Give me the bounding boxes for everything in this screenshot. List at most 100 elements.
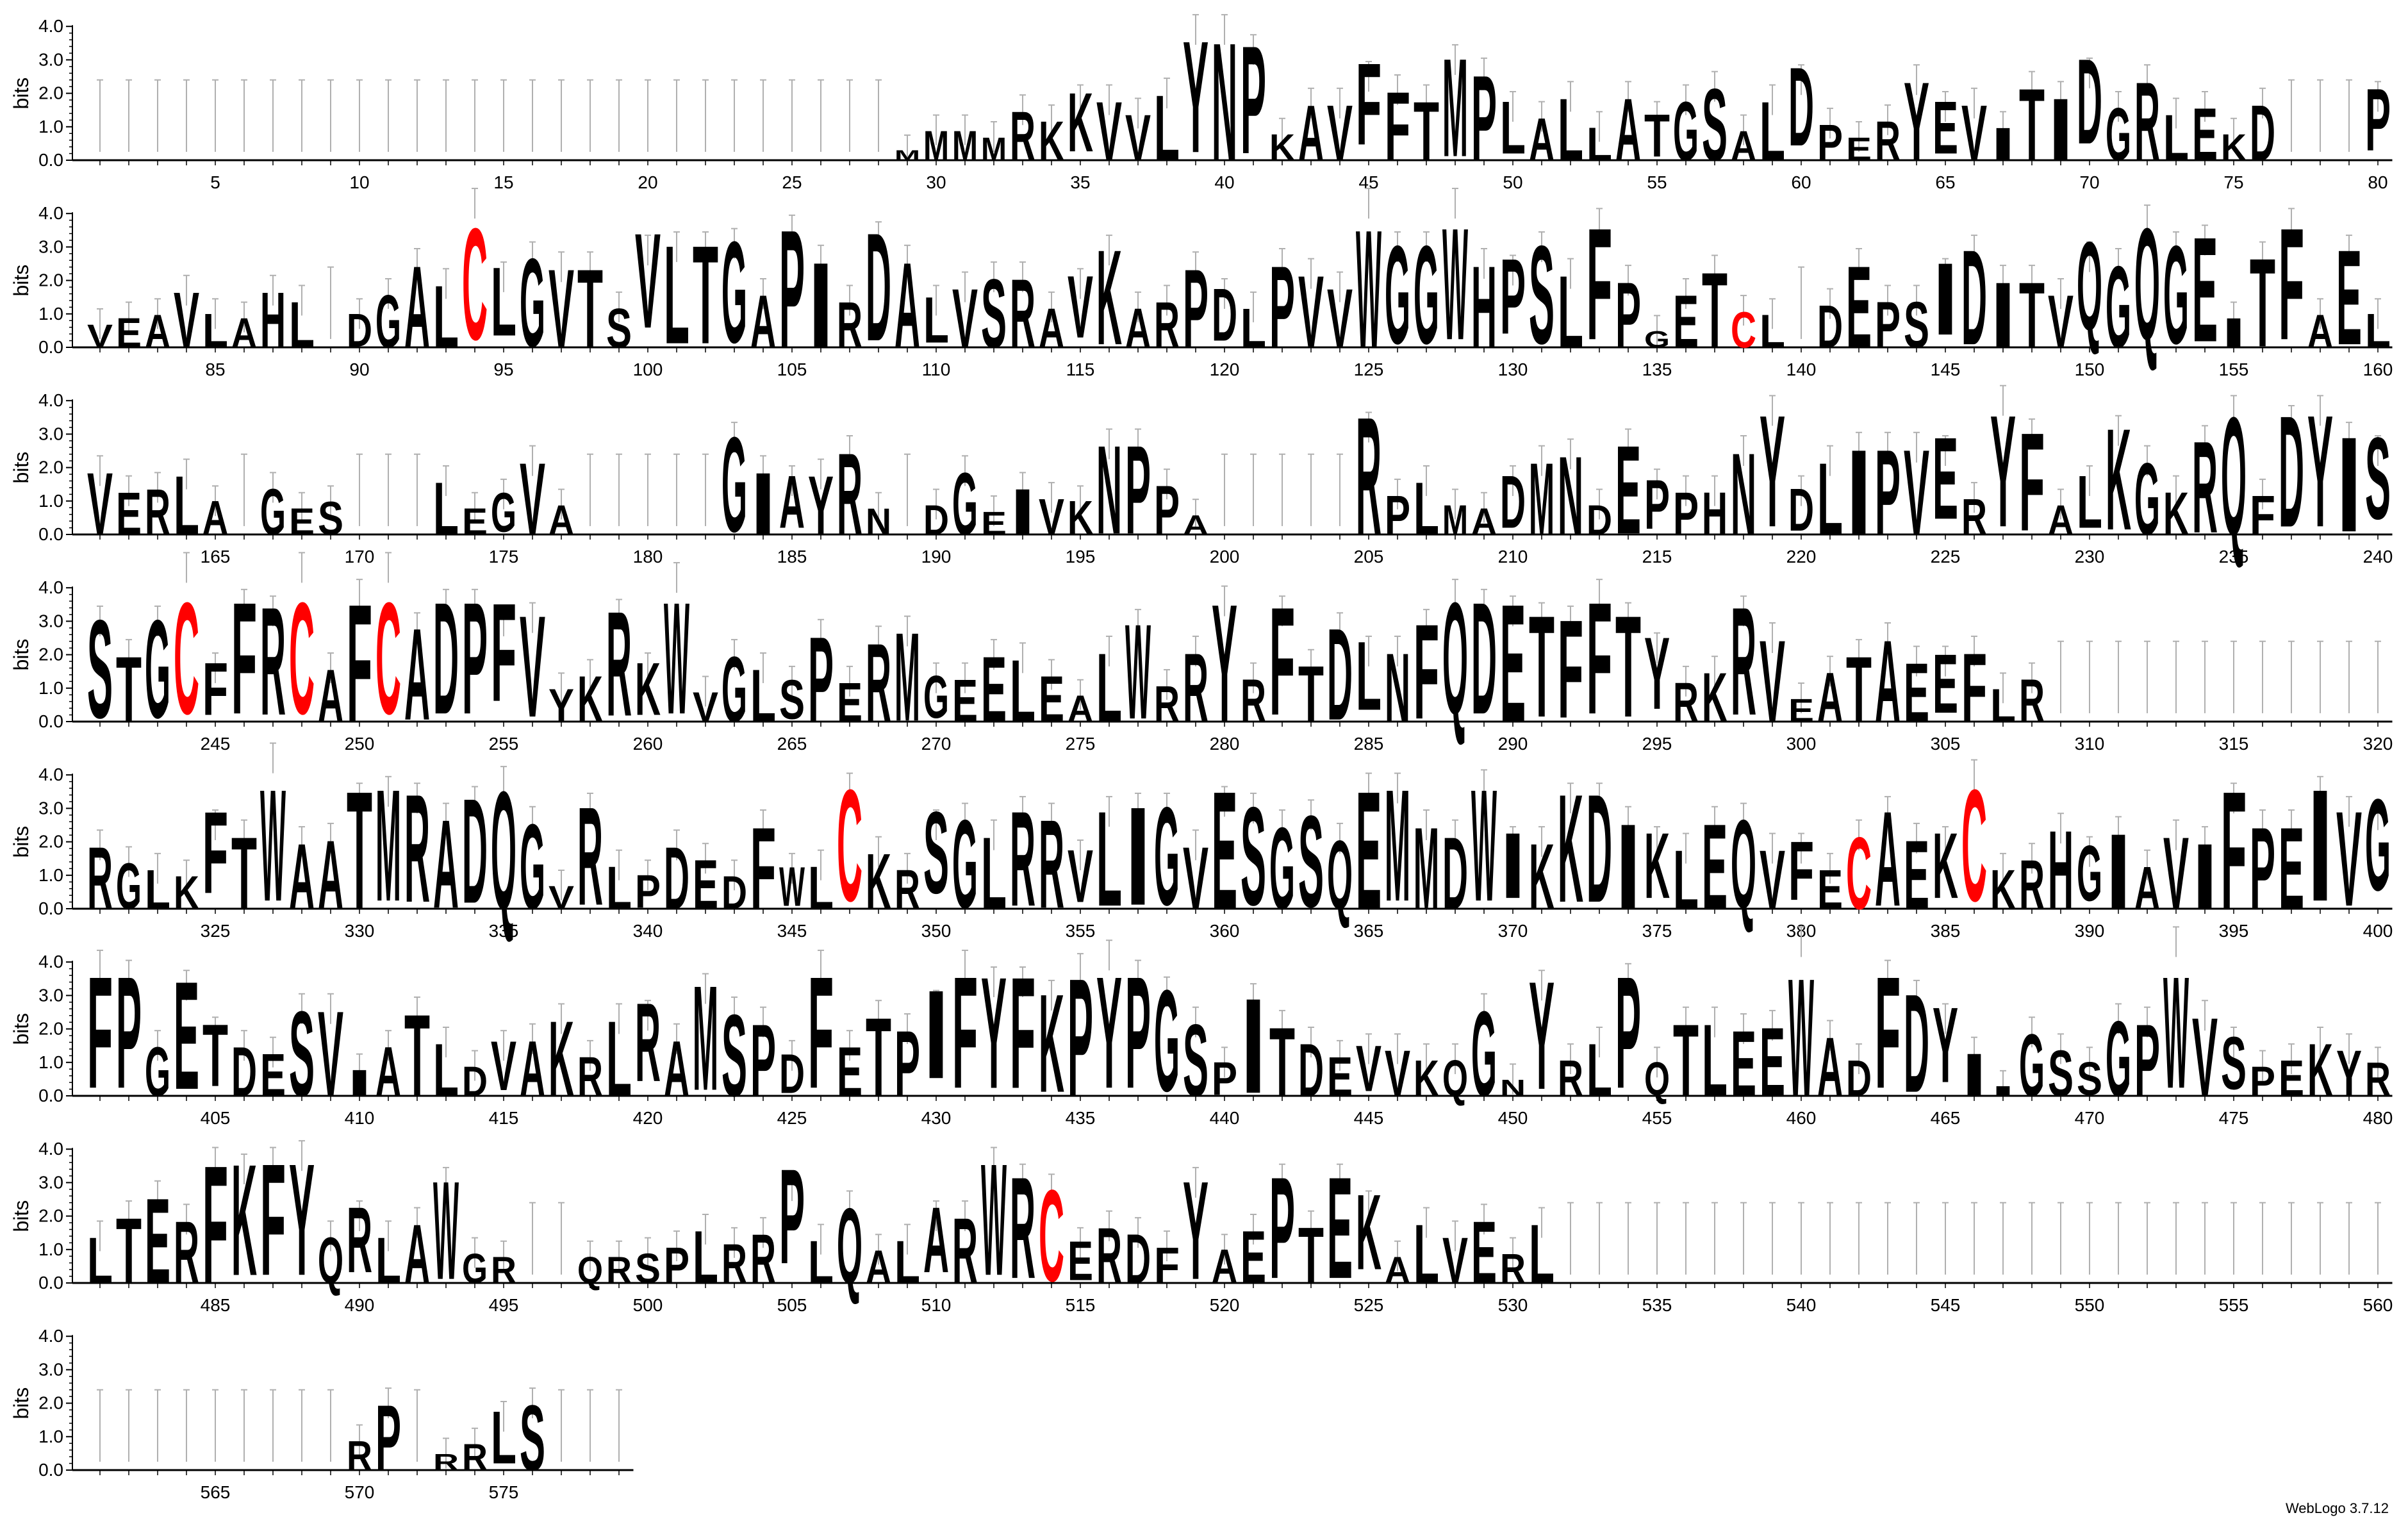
x-tick-label: 165 (201, 547, 231, 567)
logo-letter-R: R (577, 778, 603, 934)
y-tick-label: 2.0 (38, 83, 63, 103)
logo-letter-M: M (895, 607, 920, 748)
logo-letter-R: R (1183, 634, 1208, 743)
x-tick-label: 450 (1498, 1108, 1528, 1128)
logo-letter-I: I (2192, 824, 2218, 929)
logo-letter-K: K (635, 648, 661, 731)
logo-letter-A: A (1125, 297, 1151, 360)
x-tick-label: 135 (1642, 360, 1672, 379)
logo-letter-D: D (1788, 477, 1814, 544)
logo-letter-W: W (1471, 756, 1497, 934)
logo-letter-F: F (260, 1130, 286, 1309)
logo-letter-R: R (260, 575, 286, 747)
logo-letter-V: V (1125, 101, 1151, 174)
logo-letter-G: G (2163, 216, 2189, 373)
logo-letter-A: A (202, 491, 228, 543)
logo-letter-K: K (1644, 814, 1670, 918)
y-tick-label: 0.0 (38, 1273, 63, 1293)
logo-letter-K: K (1702, 659, 1728, 737)
logo-letter-L: L (1817, 442, 1843, 556)
logo-letter-F: F (491, 575, 516, 731)
logo-letter-Y: Y (1904, 59, 1929, 184)
logo-letter-R: R (1010, 783, 1035, 935)
logo-letter-Y: Y (548, 681, 574, 732)
y-tick-label: 2.0 (38, 270, 63, 290)
logo-letter-G: G (1385, 216, 1410, 373)
x-tick-label: 545 (1931, 1295, 1961, 1315)
x-tick-label: 530 (1498, 1295, 1528, 1315)
logo-letter-I: I (1990, 263, 2016, 367)
logo-letter-A: A (404, 1208, 430, 1302)
logo-letter-E: E (1068, 1229, 1093, 1292)
x-tick-label: 390 (2075, 921, 2105, 941)
logo-letter-A: A (375, 1034, 401, 1111)
logo-letter-T: T (2250, 233, 2275, 374)
logo-letter-T: T (2019, 263, 2045, 367)
logo-letter-L: L (1529, 1207, 1554, 1301)
logo-letter-R: R (462, 1437, 488, 1479)
logo-letter-V: V (1068, 257, 1093, 357)
logo-letter-L: L (87, 1224, 113, 1297)
logo-letter-V: V (693, 684, 718, 731)
logo-letter-R: R (1010, 260, 1035, 368)
x-tick-label: 250 (345, 734, 375, 754)
y-axis-label: bits (10, 1387, 33, 1419)
logo-letter-I: I (1846, 425, 1872, 561)
x-tick-label: 375 (1642, 921, 1672, 941)
logo-letter-I: I (2106, 813, 2131, 932)
y-axis-label: bits (10, 265, 33, 297)
logo-letter-Q: Q (491, 757, 516, 945)
logo-letter-L: L (1760, 305, 1785, 358)
x-tick-label: 145 (1931, 360, 1961, 379)
logo-letter-V: V (1760, 833, 1785, 927)
x-tick-label: 315 (2219, 734, 2249, 754)
logo-letter-R: R (174, 1204, 199, 1303)
logo-letter-E: E (1673, 279, 1699, 363)
logo-letter-V: V (87, 318, 113, 354)
logo-letter-F: F (87, 943, 113, 1122)
y-tick-label: 3.0 (38, 611, 63, 631)
x-tick-label: 480 (2363, 1108, 2393, 1128)
x-tick-label: 405 (201, 1108, 231, 1128)
logo-letter-L: L (1760, 84, 1785, 178)
logo-letter-T: T (116, 1198, 142, 1303)
logo-letter-E: E (1904, 820, 1929, 930)
logo-letter-Q: Q (2077, 217, 2102, 357)
logo-letter-R: R (2192, 414, 2218, 560)
logo-letter-Q: Q (837, 1187, 862, 1307)
logo-letter-T: T (347, 757, 372, 945)
logo-letter-P: P (462, 570, 488, 748)
x-tick-label: 55 (1647, 172, 1667, 192)
logo-letter-F: F (2279, 195, 2304, 374)
logo-letter-Y: Y (1096, 944, 1122, 1122)
logo-letter-C: C (375, 570, 401, 748)
y-tick-label: 3.0 (38, 1172, 63, 1192)
logo-letter-K: K (1933, 814, 1958, 918)
y-tick-label: 0.0 (38, 524, 63, 544)
logo-letter-K: K (1068, 491, 1093, 543)
logo-letter-F: F (1875, 943, 1901, 1122)
logo-letter-W: W (1356, 194, 1381, 383)
logo-letter-D: D (1587, 497, 1612, 543)
x-tick-label: 220 (1786, 547, 1817, 567)
logo-letter-A: A (1817, 659, 1843, 737)
y-tick-label: 0.0 (38, 1460, 63, 1480)
y-axis-label: bits (10, 826, 33, 858)
logo-letter-E: E (145, 1173, 170, 1309)
y-tick-label: 0.0 (38, 711, 63, 731)
logo-letter-E: E (2192, 207, 2218, 374)
logo-letter-L: L (145, 859, 170, 921)
logo-letter-V: V (1327, 272, 1353, 366)
logo-letter-V: V (2048, 279, 2074, 363)
x-tick-label: 340 (633, 921, 663, 941)
logo-letter-K: K (1039, 110, 1064, 172)
logo-letter-A: A (548, 497, 574, 543)
logo-letter-I: I (2048, 79, 2074, 179)
logo-letter-L: L (491, 1396, 516, 1480)
logo-letter-V: V (1327, 88, 1353, 178)
x-tick-label: 525 (1354, 1295, 1384, 1315)
logo-letter-A: A (1298, 89, 1324, 178)
